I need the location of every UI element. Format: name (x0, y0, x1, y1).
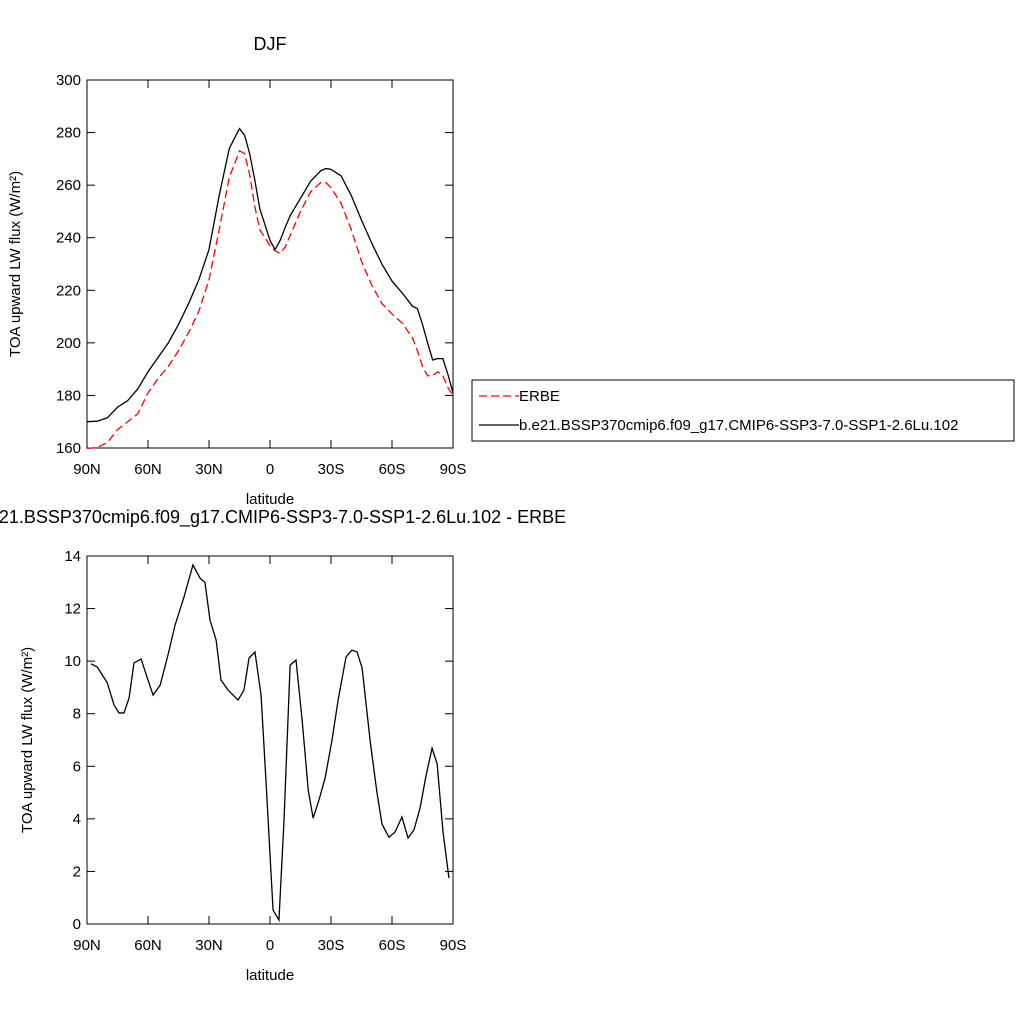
x-tick-label: 30S (318, 461, 345, 478)
y-tick-label: 12 (64, 601, 81, 618)
x-tick-label: 60N (134, 461, 162, 478)
plot-panel: DJF 160 180 200 220 240 260 280 300 90N 60N 30N 0 30S… (7, 34, 466, 508)
legend-label: ERBE (519, 388, 560, 405)
x-tick-label: 60N (134, 937, 162, 954)
chart-title: b.e21.BSSP370cmip6.f09_g17.CMIP6-SSP3-7.… (0, 507, 566, 528)
legend-box (471, 379, 1015, 442)
data-line (90, 563, 450, 923)
legend-label: b.e21.BSSP370cmip6.f09_g17.CMIP6-SSP3-7.… (519, 417, 958, 434)
x-tick-label: 90S (440, 461, 467, 478)
y-tick-label: 260 (56, 177, 81, 194)
y-tick-label: 0 (73, 916, 81, 933)
x-tick-label: 0 (266, 937, 274, 954)
plot-panel: b.e21.BSSP370cmip6.f09_g17.CMIP6-SSP3-7.… (0, 507, 566, 984)
x-axis-label: latitude (246, 967, 294, 984)
y-tick-label: 6 (73, 758, 81, 775)
y-tick-label: 300 (56, 72, 81, 89)
x-tick-label: 90N (73, 461, 101, 478)
y-tick-label: 180 (56, 387, 81, 404)
y-tick-label: 2 (73, 863, 81, 880)
y-tick-label: 10 (64, 653, 81, 670)
x-tick-label: 90S (440, 937, 467, 954)
data-line (86, 127, 454, 423)
y-tick-label: 4 (73, 811, 81, 828)
x-tick-label: 60S (379, 937, 406, 954)
x-tick-label: 30N (195, 461, 223, 478)
y-tick-label: 220 (56, 282, 81, 299)
y-tick-label: 14 (64, 548, 81, 565)
y-axis-label: TOA upward LW flux (W/m²) (19, 647, 36, 833)
data-line (86, 150, 454, 450)
y-tick-label: 8 (73, 706, 81, 723)
x-tick-label: 0 (266, 461, 274, 478)
y-axis-label: TOA upward LW flux (W/m²) (7, 171, 24, 357)
plot-frame (86, 79, 454, 449)
chart-title: DJF (254, 34, 287, 54)
y-tick-label: 280 (56, 125, 81, 142)
x-axis-label: latitude (246, 491, 294, 508)
legend: ERBE b.e21.BSSP370cmip6.f09_g17.CMIP6-SSP… (471, 379, 1015, 442)
y-tick-label: 240 (56, 230, 81, 247)
y-tick-label: 160 (56, 440, 81, 457)
plot-frame (86, 555, 454, 925)
x-tick-label: 30N (195, 937, 223, 954)
x-tick-label: 90N (73, 937, 101, 954)
y-tick-label: 200 (56, 335, 81, 352)
x-tick-label: 60S (379, 461, 406, 478)
x-tick-label: 30S (318, 937, 345, 954)
